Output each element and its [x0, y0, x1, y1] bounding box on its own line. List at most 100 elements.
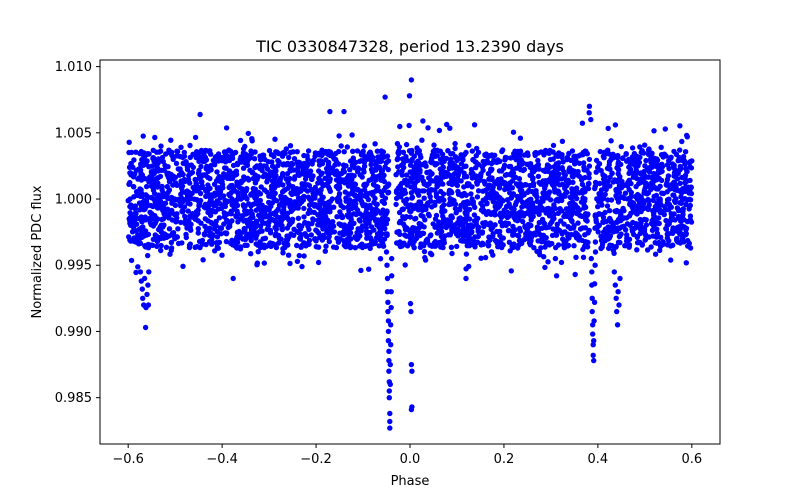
data-point — [581, 202, 587, 209]
data-point — [291, 176, 298, 182]
data-point — [480, 158, 486, 165]
data-point — [513, 155, 519, 161]
data-point — [331, 204, 337, 210]
data-point — [279, 150, 286, 156]
data-point — [221, 221, 227, 227]
data-point — [126, 139, 132, 145]
data-point — [671, 216, 677, 223]
data-point — [659, 161, 665, 167]
data-point — [384, 217, 390, 223]
data-point — [355, 235, 361, 241]
data-point — [508, 155, 514, 161]
data-point — [408, 190, 415, 196]
data-point — [230, 162, 237, 169]
data-point — [653, 177, 659, 183]
data-point — [553, 229, 559, 236]
data-point — [285, 252, 292, 258]
data-point — [203, 188, 209, 194]
data-point — [470, 201, 477, 207]
data-point — [135, 176, 141, 182]
data-point — [157, 224, 163, 230]
data-point — [585, 239, 591, 246]
data-point — [453, 227, 459, 233]
data-point — [590, 352, 596, 358]
data-point — [166, 175, 172, 181]
data-point — [571, 203, 577, 209]
data-point — [318, 219, 324, 226]
data-point — [555, 166, 561, 172]
data-point — [275, 150, 282, 157]
data-point — [384, 289, 391, 295]
data-point — [395, 164, 401, 170]
data-point — [363, 228, 370, 234]
data-point — [338, 143, 344, 149]
data-point — [689, 158, 695, 164]
data-point — [196, 167, 202, 174]
data-point — [257, 239, 263, 245]
data-point — [601, 176, 607, 182]
data-point — [403, 172, 410, 178]
data-point — [248, 237, 254, 244]
data-point — [207, 175, 213, 182]
data-point — [336, 221, 342, 227]
data-point — [323, 243, 329, 249]
data-point — [409, 368, 415, 374]
data-point — [142, 324, 149, 331]
data-point — [267, 230, 274, 236]
data-point — [622, 243, 628, 249]
data-point — [143, 232, 150, 238]
data-point — [311, 217, 317, 223]
data-point — [371, 167, 377, 173]
data-point — [270, 210, 276, 217]
data-point — [614, 219, 621, 225]
data-point — [163, 151, 169, 157]
data-point — [431, 160, 437, 166]
data-point — [216, 239, 223, 246]
data-point — [234, 229, 241, 235]
data-point — [636, 192, 642, 199]
data-point — [646, 202, 652, 208]
data-point — [126, 234, 132, 240]
data-point — [385, 328, 392, 335]
data-point — [646, 234, 652, 240]
data-point — [272, 232, 278, 239]
data-point — [656, 239, 662, 246]
data-point — [267, 240, 273, 246]
data-point — [589, 308, 595, 315]
data-point — [240, 177, 246, 184]
data-point — [612, 282, 618, 288]
data-point — [288, 163, 294, 170]
data-point — [626, 236, 633, 242]
data-point — [613, 209, 620, 215]
data-point — [226, 172, 232, 178]
data-point — [294, 228, 300, 235]
data-point — [679, 138, 685, 145]
data-point — [447, 125, 453, 131]
data-point — [519, 187, 525, 194]
data-point — [182, 189, 188, 195]
data-point — [415, 165, 421, 172]
data-point — [516, 163, 522, 170]
data-point — [408, 361, 415, 368]
data-point — [305, 156, 311, 163]
data-point — [671, 170, 678, 176]
data-point — [373, 177, 379, 183]
data-point — [264, 179, 270, 185]
data-point — [592, 249, 599, 255]
data-point — [688, 190, 695, 197]
data-point — [235, 211, 241, 217]
data-point — [279, 200, 285, 206]
data-point — [347, 221, 353, 227]
data-point — [273, 168, 279, 174]
data-point — [656, 198, 662, 204]
data-point — [138, 214, 144, 220]
data-point — [285, 179, 291, 185]
data-point — [159, 187, 165, 193]
data-point — [355, 229, 362, 235]
data-point — [606, 208, 613, 214]
data-point — [238, 196, 244, 202]
data-point — [683, 165, 689, 172]
data-point — [180, 171, 186, 178]
data-point — [555, 175, 561, 181]
